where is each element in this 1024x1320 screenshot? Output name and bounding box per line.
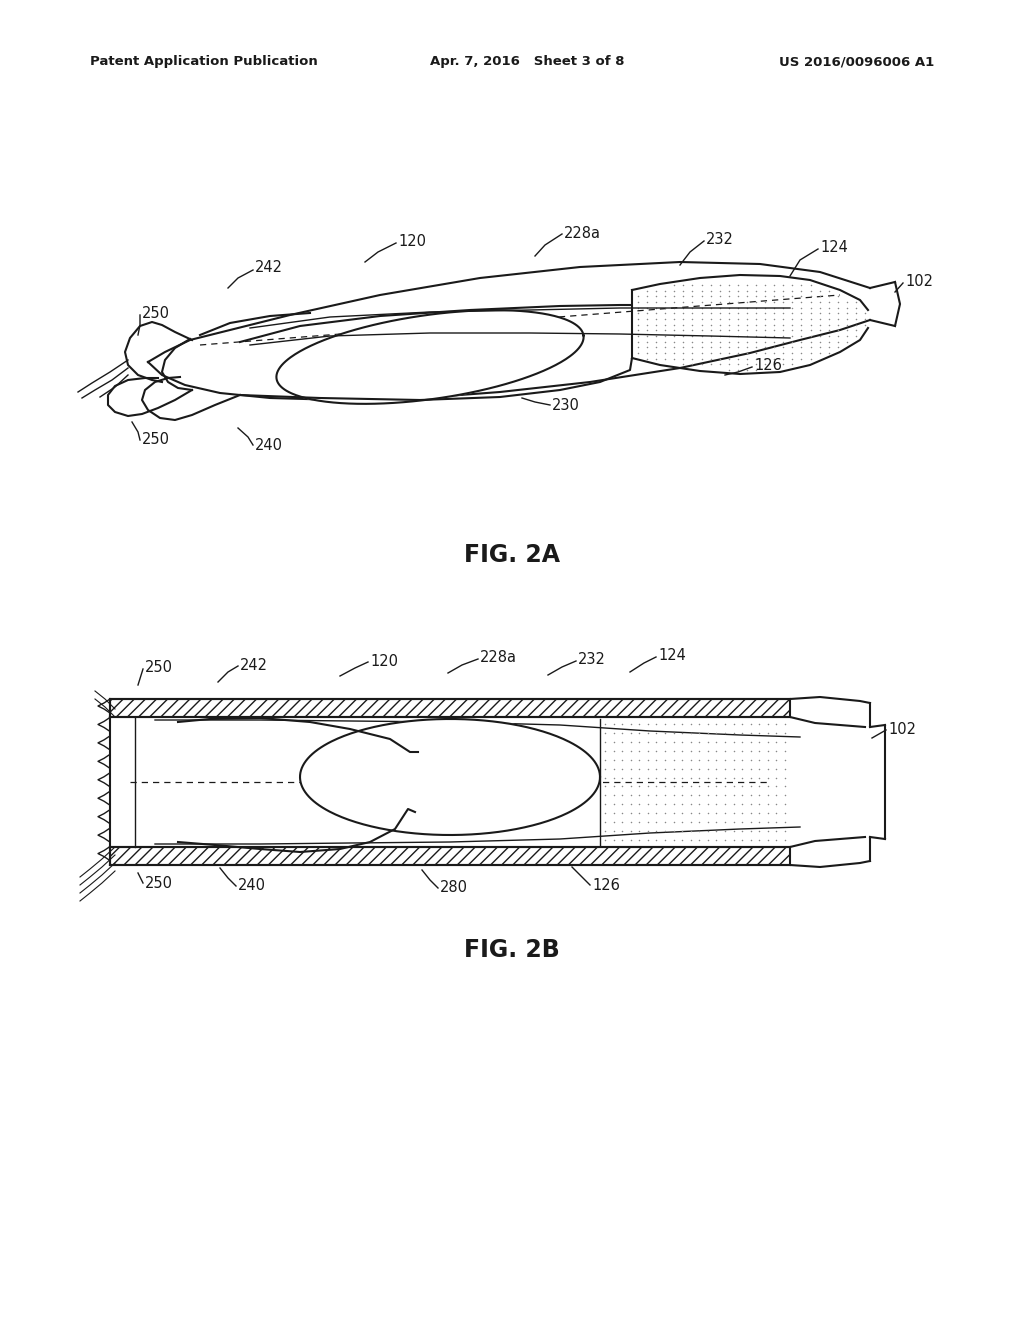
Text: 250: 250 xyxy=(145,660,173,676)
Text: 228a: 228a xyxy=(480,651,517,665)
Text: US 2016/0096006 A1: US 2016/0096006 A1 xyxy=(778,55,934,69)
Text: 242: 242 xyxy=(240,657,268,672)
Text: 102: 102 xyxy=(888,722,916,738)
Text: 280: 280 xyxy=(440,880,468,895)
Text: FIG. 2B: FIG. 2B xyxy=(464,939,560,962)
Polygon shape xyxy=(276,310,584,404)
Text: Patent Application Publication: Patent Application Publication xyxy=(90,55,317,69)
Text: 250: 250 xyxy=(142,306,170,322)
Text: 230: 230 xyxy=(552,397,580,412)
Text: Apr. 7, 2016   Sheet 3 of 8: Apr. 7, 2016 Sheet 3 of 8 xyxy=(430,55,625,69)
Text: FIG. 2A: FIG. 2A xyxy=(464,543,560,568)
Text: 124: 124 xyxy=(658,648,686,664)
Text: 240: 240 xyxy=(238,879,266,894)
Text: 126: 126 xyxy=(592,878,620,892)
Text: 102: 102 xyxy=(905,275,933,289)
Text: 240: 240 xyxy=(255,437,283,453)
Text: 242: 242 xyxy=(255,260,283,276)
Text: 228a: 228a xyxy=(564,226,601,240)
Text: 120: 120 xyxy=(370,653,398,668)
Bar xyxy=(110,847,790,865)
Text: 126: 126 xyxy=(754,359,782,374)
Text: 250: 250 xyxy=(142,433,170,447)
Text: 250: 250 xyxy=(145,875,173,891)
Text: 232: 232 xyxy=(706,232,734,248)
Polygon shape xyxy=(300,719,600,836)
Text: 120: 120 xyxy=(398,235,426,249)
Bar xyxy=(110,700,790,717)
Text: 124: 124 xyxy=(820,240,848,256)
Text: 232: 232 xyxy=(578,652,606,668)
